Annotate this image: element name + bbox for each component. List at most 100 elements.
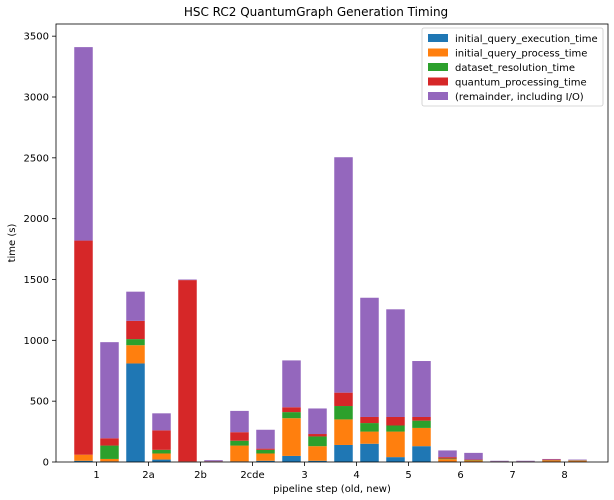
bars-layer: [74, 47, 587, 462]
y-axis: 0 500 1000 1500 2000 2500 3000 3500: [24, 32, 56, 469]
bar-segment-3-old-s1: [282, 418, 301, 456]
bar-segment-4-old-s2: [334, 406, 353, 420]
bar-segment-4-old-s1: [334, 419, 353, 445]
bar-segment-2a-old-s1: [126, 345, 145, 364]
bar-segment-2a-new-s3: [152, 430, 171, 450]
legend-label-0: initial_query_execution_time: [455, 34, 598, 45]
x-tick-label-2b: 2b: [194, 470, 207, 481]
y-tick-label-2500: 2500: [24, 153, 49, 164]
bar-segment-3-new-s1: [308, 446, 327, 461]
bar-segment-8-new-s4: [568, 459, 587, 461]
bar-segment-3-old-s4: [282, 360, 301, 408]
bar-segment-2a-old-s0: [126, 363, 145, 462]
bar-segment-4-new-s1: [360, 431, 379, 444]
bar-segment-4-new-s4: [360, 297, 379, 417]
y-tick-label-500: 500: [30, 397, 49, 408]
legend-label-1: initial_query_process_time: [455, 49, 587, 60]
x-tick-label-1: 1: [93, 470, 99, 481]
bar-segment-1-old-s0: [74, 460, 93, 462]
bar-segment-2a-new-s0: [152, 459, 171, 462]
x-tick-label-5: 5: [405, 470, 411, 481]
legend-box: [421, 27, 604, 107]
bar-segment-4-old-s0: [334, 444, 353, 462]
x-tick-label-7: 7: [509, 470, 515, 481]
bar-segment-2cde-new-s0: [256, 460, 275, 462]
bar-segment-2cde-old-s4: [230, 410, 249, 433]
legend-label-3: quantum_processing_time: [455, 78, 587, 89]
bar-segment-4-old-s3: [334, 392, 353, 407]
bar-segment-2cde-new-s1: [256, 453, 275, 461]
x-tick-label-6: 6: [457, 470, 463, 481]
x-axis-label: pipeline step (old, new): [273, 484, 391, 495]
bar-segment-1-new-s4: [100, 342, 119, 439]
bar-segment-5-new-s3: [412, 416, 431, 421]
bar-segment-2cde-old-s3: [230, 432, 249, 441]
bar-segment-4-new-s0: [360, 443, 379, 462]
legend-swatch-0: [428, 34, 448, 42]
bar-segment-6-old-s1: [438, 459, 457, 462]
bar-segment-5-new-s0: [412, 446, 431, 462]
bar-segment-4-old-s4: [334, 157, 353, 393]
bar-segment-2b-old-s3: [178, 280, 197, 462]
bar-segment-2cde-old-s1: [230, 445, 249, 462]
bar-segment-6-old-s3: [438, 457, 457, 459]
bar-segment-5-old-s3: [386, 416, 405, 426]
bar-segment-3-new-s0: [308, 460, 327, 462]
y-axis-label: time (s): [7, 224, 18, 263]
bar-segment-1-new-s1: [100, 458, 119, 462]
x-tick-label-4: 4: [353, 470, 359, 481]
y-tick-label-3000: 3000: [24, 93, 49, 104]
bar-segment-3-new-s3: [308, 434, 327, 437]
chart-title: HSC RC2 QuantumGraph Generation Timing: [184, 5, 448, 19]
x-axis: 1 2a 2b 2cde 3 4 5 6 7 8: [93, 462, 568, 481]
bar-segment-2a-old-s4: [126, 291, 145, 321]
bar-segment-2cde-new-s2: [256, 449, 275, 454]
y-tick-label-1500: 1500: [24, 275, 49, 286]
bar-segment-2a-new-s4: [152, 413, 171, 431]
bar-segment-6-new-s4: [464, 452, 483, 460]
bar-segment-8-new-s1: [568, 460, 587, 462]
bar-segment-3-new-s4: [308, 408, 327, 435]
legend-swatch-3: [428, 77, 448, 86]
bar-segment-2b-old-s4: [178, 279, 197, 281]
bar-segment-5-old-s2: [386, 425, 405, 432]
bar-segment-1-new-s2: [100, 445, 119, 459]
bar-segment-5-new-s1: [412, 427, 431, 447]
legend-swatch-1: [428, 48, 448, 57]
legend-label-4: (remainder, including I/O): [455, 92, 584, 103]
bar-segment-3-new-s2: [308, 436, 327, 447]
bar-segment-1-new-s3: [100, 438, 119, 446]
legend-swatch-4: [428, 92, 448, 100]
bar-segment-6-old-s2: [438, 458, 457, 460]
bar-segment-4-new-s2: [360, 423, 379, 432]
bar-segment-3-old-s2: [282, 412, 301, 419]
y-tick-label-3500: 3500: [24, 32, 49, 43]
bar-segment-7-old-s4: [490, 460, 509, 462]
x-tick-label-2cde: 2cde: [240, 470, 264, 481]
bar-segment-2a-new-s2: [152, 449, 171, 454]
legend-label-2: dataset_resolution_time: [455, 63, 575, 74]
bar-segment-5-new-s4: [412, 361, 431, 417]
bar-segment-7-new-s4: [516, 460, 535, 462]
bar-segment-2cde-old-s2: [230, 440, 249, 446]
x-tick-label-2a: 2a: [142, 470, 155, 481]
x-tick-label-3: 3: [301, 470, 307, 481]
bar-segment-3-old-s0: [282, 455, 301, 462]
bar-segment-5-old-s0: [386, 457, 405, 462]
x-tick-label-8: 8: [561, 470, 567, 481]
bar-segment-5-old-s1: [386, 431, 405, 458]
y-tick-label-0: 0: [43, 458, 49, 469]
bar-segment-2a-old-s2: [126, 339, 145, 346]
bar-segment-2cde-new-s4: [256, 429, 275, 449]
bar-segment-3-old-s3: [282, 407, 301, 413]
bar-segment-2b-new-s4: [204, 460, 223, 462]
legend-swatch-2: [428, 63, 448, 71]
bar-segment-4-new-s3: [360, 416, 379, 424]
bar-segment-6-old-s4: [438, 450, 457, 458]
bar-segment-5-new-s2: [412, 420, 431, 428]
bar-segment-2a-old-s3: [126, 320, 145, 340]
y-tick-label-1000: 1000: [24, 336, 49, 347]
y-tick-label-2000: 2000: [24, 214, 49, 225]
bar-segment-8-old-s3: [542, 459, 561, 461]
